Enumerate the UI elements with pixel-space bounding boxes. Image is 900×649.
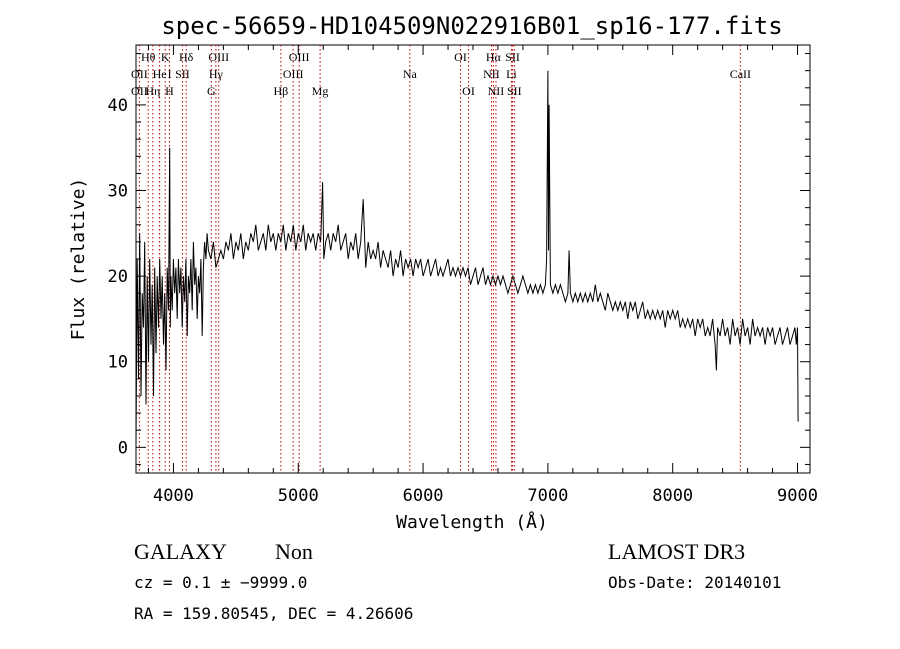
y-axis-label: Flux (relative) xyxy=(68,178,89,341)
line-label: H xyxy=(165,84,174,98)
x-tick-label: 9000 xyxy=(777,486,818,506)
x-tick-label: 7000 xyxy=(527,486,568,506)
line-markers xyxy=(138,45,741,473)
line-label: Na xyxy=(403,67,418,81)
line-label: He xyxy=(153,67,167,81)
line-label: G xyxy=(207,84,216,98)
y-axis: 0 10 20 30 40 xyxy=(108,53,810,465)
line-label: OI xyxy=(462,84,475,98)
line-label: OII xyxy=(131,84,148,98)
line-label: Hγ xyxy=(209,67,224,81)
line-label: Mg xyxy=(312,84,329,98)
radec-text: RA = 159.80545, DEC = 4.26606 xyxy=(134,604,413,623)
line-label: NII xyxy=(488,84,505,98)
line-label: OIII xyxy=(283,67,304,81)
y-tick-label: 20 xyxy=(108,267,128,287)
object-subclass: Non xyxy=(275,539,313,564)
line-label: NII xyxy=(483,67,500,81)
x-tick-label: 8000 xyxy=(652,486,693,506)
x-axis-label: Wavelength (Å) xyxy=(396,511,548,533)
line-label: OIII xyxy=(289,50,310,64)
line-labels: OII OII Hθ Hη He KIH Hδ SII OIII Hγ G Hβ OIII OIII Mg N… xyxy=(131,50,751,98)
line-label: SII xyxy=(175,67,190,81)
line-label: Hβ xyxy=(274,84,289,98)
survey-name: LAMOST DR3 xyxy=(608,539,745,564)
line-label: I xyxy=(168,67,172,81)
chart-title: spec-56659-HD104509N022916B01_sp16-177.f… xyxy=(161,12,782,40)
line-label: OII xyxy=(131,67,148,81)
line-label: OIII xyxy=(208,50,229,64)
line-label: SII xyxy=(505,50,520,64)
object-class: GALAXY xyxy=(134,539,227,564)
y-tick-label: 30 xyxy=(108,182,128,202)
redshift-text: cz = 0.1 ± −9999.0 xyxy=(134,573,307,592)
x-tick-label: 5000 xyxy=(278,486,319,506)
spectrum-line xyxy=(135,70,799,448)
x-tick-label: 4000 xyxy=(153,486,194,506)
x-tick-label: 6000 xyxy=(403,486,444,506)
line-label: Li xyxy=(506,67,517,81)
line-label: K xyxy=(161,50,170,64)
line-label: CaII xyxy=(730,67,751,81)
line-label: OI xyxy=(454,50,467,64)
obs-date: Obs-Date: 20140101 xyxy=(608,573,781,592)
line-label: Hα xyxy=(486,50,502,64)
plot-frame xyxy=(135,44,811,474)
y-tick-label: 40 xyxy=(108,96,128,116)
line-label: Hη xyxy=(145,84,160,98)
y-tick-label: 0 xyxy=(118,438,128,458)
line-label: Hδ xyxy=(179,50,194,64)
x-axis: 4000 5000 6000 7000 8000 9000 xyxy=(147,45,818,506)
y-tick-label: 10 xyxy=(108,353,128,373)
line-label: SII xyxy=(507,84,522,98)
line-label: Hθ xyxy=(141,50,156,64)
